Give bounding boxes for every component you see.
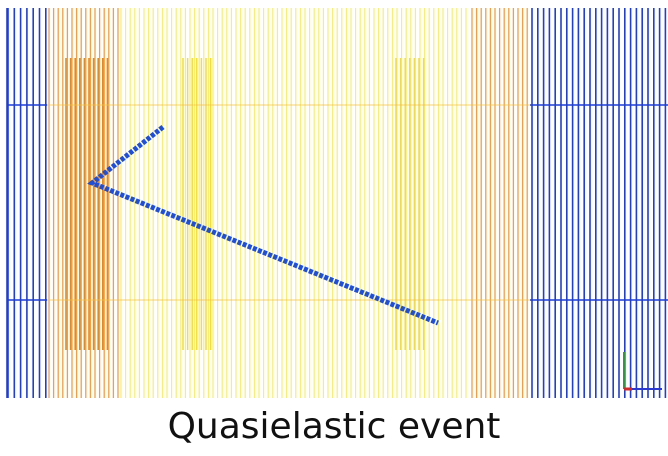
event-display: Quasielastic event [0, 0, 668, 456]
caption: Quasielastic event [168, 406, 501, 447]
page: Quasielastic event (() => { const data =… [0, 0, 668, 456]
